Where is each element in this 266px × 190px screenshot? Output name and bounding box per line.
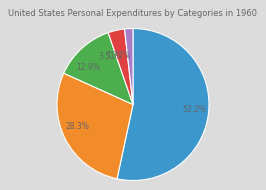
- Text: 53.2%: 53.2%: [182, 105, 206, 114]
- Text: 12.9%: 12.9%: [76, 63, 100, 73]
- Wedge shape: [108, 29, 133, 104]
- Wedge shape: [117, 28, 209, 180]
- Text: United States Personal Expenditures by Categories in 1960: United States Personal Expenditures by C…: [9, 10, 257, 18]
- Text: 3.51%: 3.51%: [98, 52, 122, 61]
- Text: 1.77%: 1.77%: [106, 51, 130, 60]
- Text: 28.3%: 28.3%: [65, 122, 89, 131]
- Wedge shape: [124, 28, 133, 104]
- Wedge shape: [64, 33, 133, 104]
- Wedge shape: [57, 73, 133, 179]
